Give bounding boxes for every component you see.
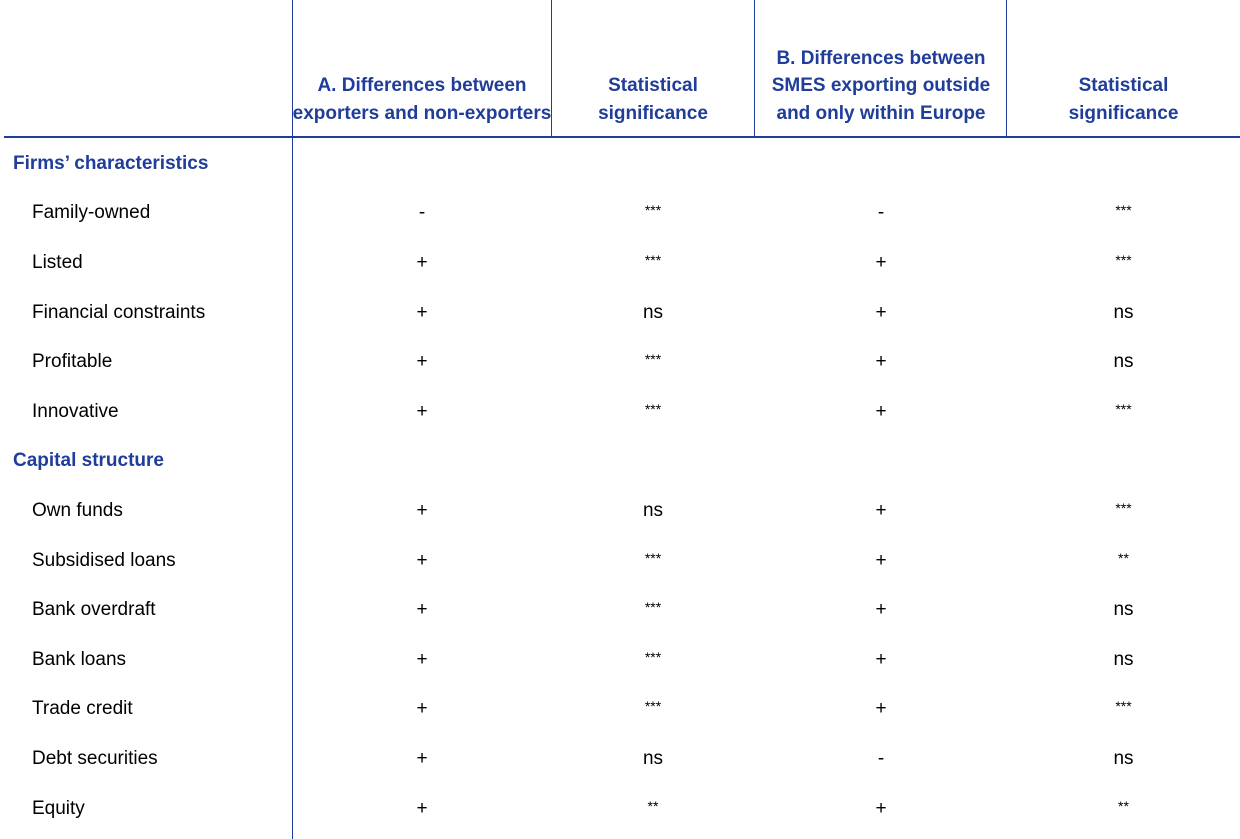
column-divider-3 <box>754 0 756 137</box>
section-header-row: Firms’ characteristics <box>0 139 1240 189</box>
row-label: Innovative <box>32 400 119 422</box>
header-col-a: A. Differences between exporters and non… <box>292 0 552 136</box>
difference-a-cell: + <box>416 351 428 373</box>
table-row: Trade credit + *** + *** <box>0 685 1240 735</box>
column-divider-4 <box>1006 0 1008 137</box>
difference-a-cell: + <box>416 797 428 819</box>
difference-a-cell: + <box>416 698 428 720</box>
row-label: Equity <box>32 797 85 819</box>
table-row: Profitable + *** + ns <box>0 337 1240 387</box>
table-row: Family-owned - *** - *** <box>0 189 1240 239</box>
header-col-b: B. Differences between SMES exporting ou… <box>755 0 1007 136</box>
column-divider-2 <box>551 0 553 137</box>
table-row: Bank overdraft + *** + ns <box>0 585 1240 635</box>
difference-a-cell: + <box>416 648 428 670</box>
table-row: Bank loans + *** + ns <box>0 635 1240 685</box>
difference-a-cell: + <box>416 549 428 571</box>
row-label: Listed <box>32 251 83 273</box>
difference-b-cell: - <box>877 747 885 769</box>
significance-a-cell: ** <box>647 797 659 814</box>
row-label: Debt securities <box>32 747 158 769</box>
significance-b-cell: ** <box>1118 797 1129 814</box>
difference-a-cell: + <box>416 499 428 521</box>
table-row: Listed + *** + *** <box>0 238 1240 288</box>
difference-b-cell: + <box>875 599 887 621</box>
difference-a-cell: + <box>416 251 428 273</box>
significance-b-cell: ns <box>1113 301 1134 323</box>
difference-a-cell: + <box>416 400 428 422</box>
difference-b-cell: + <box>875 400 887 422</box>
significance-b-cell: ** <box>1118 549 1129 566</box>
section-title: Firms’ characteristics <box>13 152 209 174</box>
significance-b-cell: *** <box>1115 698 1132 715</box>
difference-b-cell: + <box>875 648 887 670</box>
significance-a-cell: *** <box>644 251 662 268</box>
significance-b-cell: ns <box>1113 599 1134 621</box>
header-col-a-significance-text: Statistical significance <box>598 75 708 124</box>
row-label: Bank overdraft <box>32 599 156 621</box>
significance-b-cell: ns <box>1113 747 1134 769</box>
column-divider-1 <box>292 0 294 839</box>
difference-a-cell: + <box>416 301 428 323</box>
difference-b-cell: - <box>877 202 885 224</box>
significance-b-cell: *** <box>1115 499 1132 516</box>
significance-a-cell: *** <box>644 698 662 715</box>
row-label: Trade credit <box>32 698 133 720</box>
row-label: Subsidised loans <box>32 549 176 571</box>
significance-a-cell: ns <box>642 499 664 521</box>
header-divider <box>4 136 1240 138</box>
table-row: Debt securities + ns - ns <box>0 734 1240 784</box>
difference-a-cell: + <box>416 599 428 621</box>
difference-b-cell: + <box>875 251 887 273</box>
significance-b-cell: *** <box>1115 400 1132 417</box>
table-row: Subsidised loans + *** + ** <box>0 536 1240 586</box>
significance-b-cell: ns <box>1113 351 1134 373</box>
row-label: Own funds <box>32 499 123 521</box>
table-row: Financial constraints + ns + ns <box>0 288 1240 338</box>
significance-a-cell: ns <box>642 301 664 323</box>
section-title: Capital structure <box>13 450 164 472</box>
header-col-b-significance: Statistical significance <box>1007 0 1240 136</box>
header-col-a-text: A. Differences between exporters and non… <box>292 75 552 124</box>
table-row: Innovative + *** + *** <box>0 387 1240 437</box>
row-label: Financial constraints <box>32 301 206 323</box>
header-col-b-text: B. Differences between SMES exporting ou… <box>771 47 991 124</box>
row-label: Bank loans <box>32 648 127 670</box>
significance-b-cell: *** <box>1115 202 1132 219</box>
significance-a-cell: *** <box>644 400 662 417</box>
significance-a-cell: *** <box>644 648 662 665</box>
table-row: Equity + ** + ** <box>0 784 1240 834</box>
difference-b-cell: + <box>875 698 887 720</box>
difference-b-cell: + <box>875 797 887 819</box>
difference-b-cell: + <box>875 351 887 373</box>
significance-a-cell: ns <box>642 747 664 769</box>
row-label: Profitable <box>32 351 113 373</box>
header-col-b-significance-text: Statistical significance <box>1068 75 1179 124</box>
significance-a-cell: *** <box>644 202 662 219</box>
header-col-a-significance: Statistical significance <box>552 0 754 136</box>
difference-b-cell: + <box>875 301 887 323</box>
difference-a-cell: + <box>416 747 428 769</box>
difference-b-cell: + <box>875 549 887 571</box>
difference-a-cell: - <box>418 202 426 224</box>
table-row: Own funds + ns + *** <box>0 486 1240 536</box>
significance-a-cell: *** <box>644 599 662 616</box>
section-header-row: Capital structure <box>0 437 1240 487</box>
significance-a-cell: *** <box>644 549 662 566</box>
significance-a-cell: *** <box>644 351 662 368</box>
significance-b-cell: ns <box>1113 648 1134 670</box>
difference-b-cell: + <box>875 499 887 521</box>
row-label: Family-owned <box>32 202 151 224</box>
significance-b-cell: *** <box>1115 251 1132 268</box>
